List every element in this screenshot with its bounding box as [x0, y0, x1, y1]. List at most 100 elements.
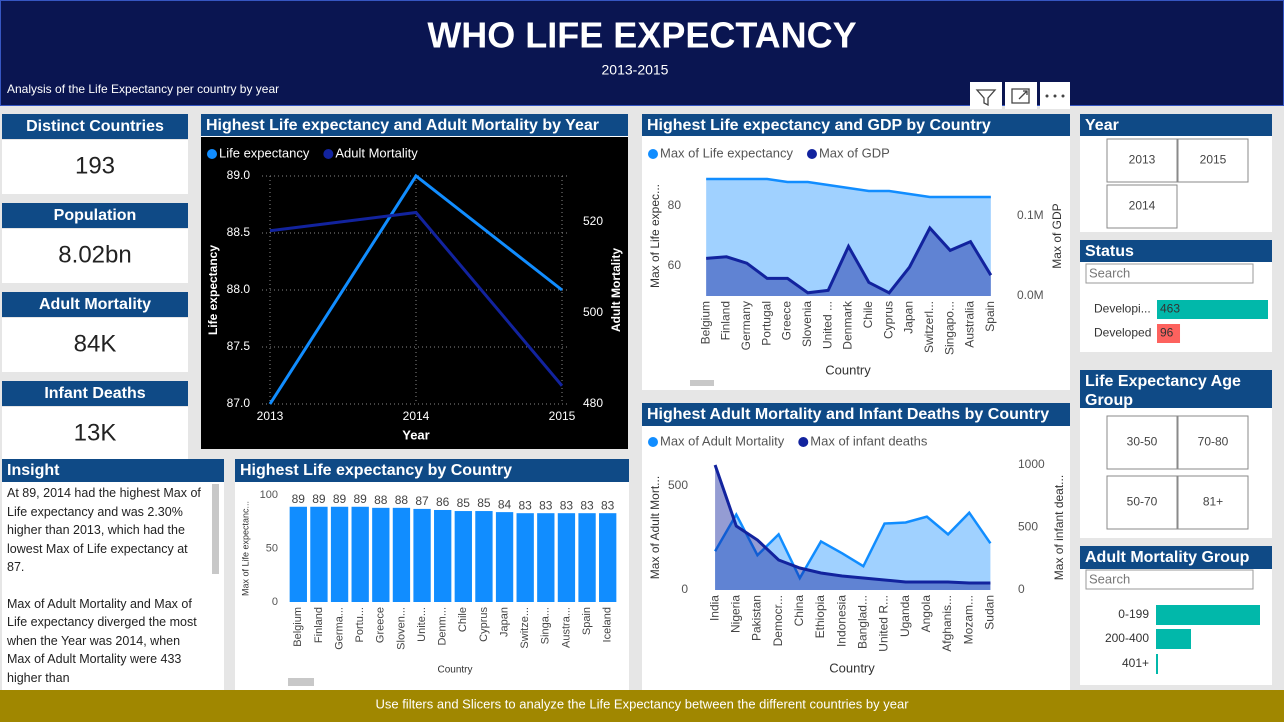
- bar: [310, 506, 328, 602]
- panel-title-box: Status: [1085, 243, 1134, 260]
- bar: [599, 513, 617, 602]
- slicer-option: 30-50: [1127, 435, 1158, 449]
- bar: [495, 512, 514, 602]
- x-tick-label: Singapo...: [942, 301, 956, 355]
- bar[interactable]: [1157, 324, 1181, 343]
- x-tick-label: Indonesia: [834, 595, 848, 647]
- bar: [392, 507, 411, 602]
- bar: [330, 506, 349, 602]
- bar: [372, 507, 390, 602]
- panel-title-box: Year: [1085, 117, 1119, 134]
- y2-tick-label: 480: [583, 396, 603, 410]
- y2-axis-title: Max of infant deat...: [1052, 475, 1066, 580]
- legend-label: Max of Life expectancy: [660, 145, 793, 160]
- scrollbar: [288, 678, 314, 686]
- slicer-option: 81+: [1203, 495, 1223, 509]
- x-tick-label: Nigeria: [728, 595, 742, 633]
- scrollbar: [690, 380, 714, 386]
- panel-title-box: Highest Adult Mortality and Infant Death…: [647, 406, 1050, 423]
- slicer-button[interactable]: [1106, 184, 1178, 229]
- y-tick-label: 88.5: [227, 225, 251, 239]
- panel-title: Year: [1085, 117, 1119, 134]
- scrollbar: [212, 484, 219, 574]
- panel-title-bar: [642, 403, 1070, 426]
- data-label: 89: [312, 492, 326, 506]
- x-tick-label: Belgium: [292, 607, 304, 647]
- data-label: 83: [519, 498, 533, 512]
- series-line: [713, 464, 991, 585]
- search-box[interactable]: [1085, 263, 1254, 284]
- series-area: [715, 465, 991, 590]
- more-dot: [1053, 94, 1057, 98]
- slicer-button[interactable]: [1106, 138, 1178, 183]
- panel: [2, 459, 224, 690]
- data-label: 88: [395, 493, 409, 507]
- panel-title-box: Highest Life expectancy and GDP by Count…: [647, 117, 991, 134]
- x-tick-label: Greece: [375, 607, 387, 643]
- data-label: 83: [601, 498, 615, 512]
- slicer-button[interactable]: [1177, 475, 1249, 530]
- panel-title: Highest Adult Mortality and Infant Death…: [647, 406, 1050, 423]
- bar: [475, 511, 493, 602]
- panel-title-bar: [1080, 546, 1272, 569]
- insight-box: At 89, 2014 had the highest Max of Life …: [7, 486, 201, 685]
- y2-tick-label: 500: [1018, 520, 1038, 534]
- slicer-option: 2015: [1200, 153, 1227, 167]
- focus-button[interactable]: [1005, 82, 1037, 109]
- data-label: 96: [1160, 326, 1174, 340]
- x-tick-label: Germa...: [333, 607, 345, 650]
- legend-label: Life expectancy: [219, 145, 310, 160]
- y-tick-label: 89.0: [227, 168, 251, 182]
- card-label: Distinct Countries: [26, 118, 164, 135]
- filter-button[interactable]: [970, 82, 1002, 109]
- y-tick-label: 50: [266, 542, 278, 554]
- bar: [351, 506, 369, 602]
- category-label: 200-400: [1105, 631, 1149, 645]
- y-axis-title: Life expectancy: [206, 245, 220, 335]
- card-body: [2, 140, 188, 194]
- card-title-bar: [2, 292, 188, 317]
- data-label: 83: [539, 498, 553, 512]
- legend-marker: [806, 149, 817, 159]
- slicer-button[interactable]: [1106, 475, 1178, 530]
- y2-tick-label: 0: [1018, 582, 1025, 596]
- bar[interactable]: [1156, 654, 1158, 674]
- focus-icon: [1011, 88, 1030, 104]
- bar[interactable]: [1156, 605, 1260, 625]
- header-subtitle: 2013-2015: [602, 62, 669, 78]
- bar: [516, 513, 534, 602]
- y-tick-label: 60: [668, 258, 682, 272]
- panel-title: Highest Life expectancy and GDP by Count…: [647, 117, 991, 134]
- slicer-button[interactable]: [1177, 415, 1249, 470]
- panel-title-bar: [235, 459, 629, 482]
- y2-axis-title: Max of GDP: [1050, 203, 1064, 268]
- panel-title-bar: [1080, 240, 1272, 262]
- y-tick-label: 500: [668, 478, 688, 492]
- panel-title-box: Highest Life expectancy by Country: [240, 462, 512, 479]
- slicer-button[interactable]: [1177, 138, 1249, 183]
- x-axis-title: Country: [825, 362, 871, 377]
- x-tick-label: Singa...: [540, 607, 552, 644]
- x-tick-label: Spain: [581, 607, 593, 635]
- data-label: 87: [415, 494, 429, 508]
- panel-title-box: Insight: [7, 462, 59, 479]
- bar[interactable]: [1156, 629, 1191, 649]
- x-tick-label: 2015: [549, 409, 576, 423]
- card-title-bar: [2, 203, 188, 228]
- y-axis-title: Max of Adult Mort...: [648, 476, 662, 579]
- x-tick-label: 2013: [257, 409, 284, 423]
- search-box[interactable]: [1085, 569, 1254, 590]
- y2-tick-label: 0.1M: [1017, 208, 1044, 222]
- legend-label: Adult Mortality: [335, 145, 418, 160]
- x-tick-label: Belgium: [698, 301, 712, 344]
- card-value: 84K: [74, 330, 117, 357]
- legend-marker: [648, 437, 658, 447]
- y-axis-title: Max of Life expectanc...: [240, 501, 250, 596]
- bar[interactable]: [1157, 300, 1268, 319]
- visual-toolbar: [970, 82, 1070, 109]
- slicer-button[interactable]: [1106, 415, 1178, 470]
- x-tick-label: Sudan: [983, 595, 997, 630]
- x-tick-label: Spain: [983, 301, 997, 332]
- x-tick-label: India: [707, 595, 721, 621]
